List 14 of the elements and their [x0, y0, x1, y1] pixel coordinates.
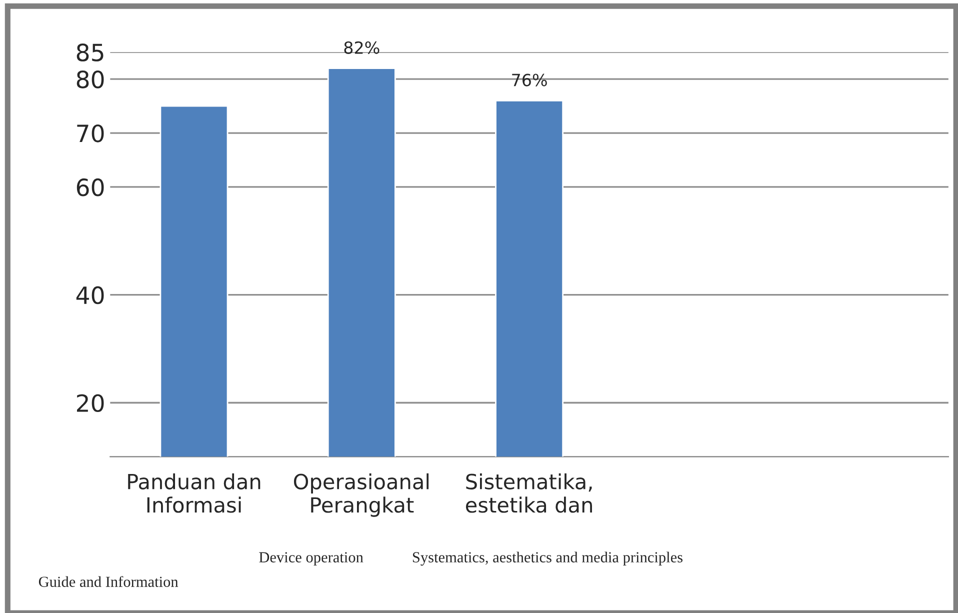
y-tick-label: 60 — [76, 178, 104, 196]
text: Device operation — [259, 552, 364, 566]
text: Guide and Information — [38, 576, 178, 587]
y-tick-label: 85 — [76, 44, 104, 62]
x-tick-label: Operasioanal Perangkat — [294, 473, 429, 517]
x-tick-label: Panduan dan Informasi — [128, 473, 260, 513]
data-label: 82% — [344, 41, 380, 54]
y-tick-label: 80 — [76, 70, 104, 88]
y-tick-label: 20 — [76, 394, 104, 412]
x-tick-label: Sistematika, estetika dan — [466, 473, 592, 513]
text: Systematics, aesthetics and media principles — [412, 552, 682, 566]
y-tick-label: 70 — [77, 124, 104, 142]
y-tick-label: 40 — [76, 286, 104, 304]
data-label: 76% — [512, 74, 547, 86]
